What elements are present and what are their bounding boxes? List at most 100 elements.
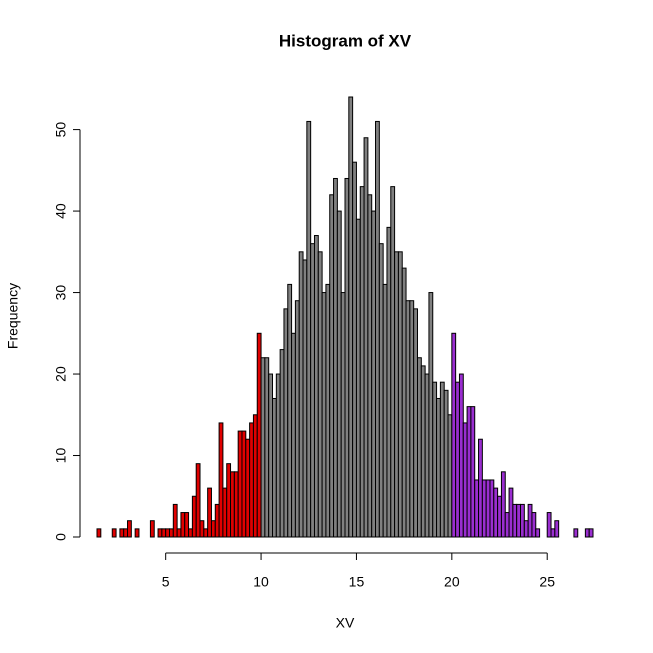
bar — [401, 267, 407, 538]
bar — [363, 137, 369, 538]
bar — [416, 357, 422, 538]
bar — [508, 487, 514, 538]
bar — [478, 438, 483, 538]
bar — [149, 520, 155, 538]
bar — [390, 186, 396, 538]
bar — [451, 332, 457, 538]
bar — [367, 194, 373, 538]
bar — [241, 430, 247, 538]
bar — [375, 120, 380, 538]
bar — [195, 463, 201, 538]
bar — [554, 520, 560, 538]
bar — [546, 512, 552, 538]
bar — [493, 487, 499, 538]
bar — [504, 512, 510, 538]
bar — [111, 528, 117, 538]
y-tick-label: 30 — [53, 285, 69, 301]
bar — [588, 528, 594, 538]
y-axis-label: Frequency — [5, 283, 21, 349]
bar — [313, 235, 319, 538]
bar — [168, 528, 174, 538]
bar — [123, 528, 129, 538]
bar — [134, 528, 140, 538]
bar — [405, 300, 411, 538]
y-tick-label: 50 — [53, 122, 69, 138]
bar — [573, 528, 579, 538]
bar — [294, 300, 300, 538]
x-tick-label: 25 — [539, 574, 555, 590]
bar — [306, 120, 312, 538]
bar — [531, 512, 537, 538]
bar — [172, 503, 178, 538]
bar — [268, 373, 274, 538]
bar — [397, 251, 403, 538]
bar — [466, 406, 472, 538]
bar — [203, 528, 209, 538]
bar — [340, 292, 346, 538]
bar — [226, 463, 232, 538]
bar — [523, 520, 529, 538]
bar — [302, 259, 308, 538]
bar — [481, 479, 487, 538]
bar — [359, 186, 365, 538]
bar — [447, 414, 453, 538]
bar — [497, 495, 502, 538]
bar — [199, 520, 205, 538]
bar — [329, 194, 335, 538]
bar — [260, 357, 266, 538]
y-tick-label: 0 — [53, 533, 69, 541]
bar — [432, 381, 438, 538]
bar — [96, 528, 102, 538]
bar — [210, 520, 216, 538]
bar — [233, 471, 239, 538]
bar — [222, 487, 228, 538]
bar — [207, 487, 212, 538]
x-tick-label: 15 — [349, 574, 365, 590]
x-tick-label: 20 — [444, 574, 460, 590]
bar — [436, 397, 441, 538]
bar — [184, 512, 190, 538]
bar — [424, 373, 430, 538]
bar — [527, 503, 533, 538]
bar — [275, 373, 281, 538]
bar — [264, 357, 270, 538]
bar — [256, 332, 262, 538]
bar — [474, 479, 480, 538]
bar — [550, 528, 556, 538]
bar — [386, 226, 392, 538]
bar — [470, 406, 476, 538]
bar — [485, 479, 491, 538]
bar — [218, 422, 224, 538]
bar — [355, 218, 361, 538]
bar — [237, 430, 243, 538]
bar — [378, 243, 384, 538]
bar — [180, 512, 186, 538]
bar — [512, 503, 518, 538]
bar — [352, 161, 357, 538]
bar — [279, 349, 285, 538]
bar — [516, 503, 522, 538]
bar — [394, 251, 399, 538]
bar — [161, 528, 167, 538]
bar — [409, 300, 415, 538]
bar — [283, 308, 289, 538]
bar — [344, 177, 350, 538]
bar — [439, 381, 445, 538]
bar — [191, 495, 197, 538]
bar — [298, 251, 304, 538]
bar — [584, 528, 590, 538]
bar — [272, 397, 277, 538]
y-tick-label: 40 — [53, 203, 69, 219]
bar — [127, 520, 132, 538]
bar — [325, 283, 331, 538]
bar — [489, 479, 495, 538]
bar — [500, 471, 506, 538]
bar — [520, 503, 525, 538]
bar — [535, 528, 541, 538]
chart-title: Histogram of XV — [279, 31, 412, 50]
bar — [382, 283, 388, 538]
bar — [348, 96, 354, 538]
bar — [245, 438, 251, 538]
bar — [214, 503, 220, 538]
